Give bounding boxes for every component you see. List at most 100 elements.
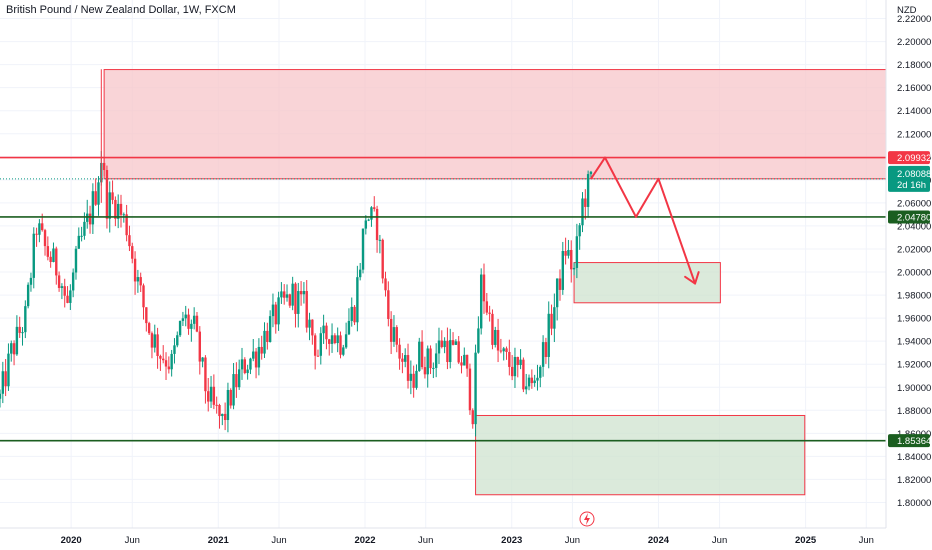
candle-body bbox=[114, 199, 117, 219]
x-tick-label: Jun bbox=[712, 535, 727, 546]
candle-body bbox=[412, 373, 415, 388]
candle-body bbox=[195, 315, 199, 332]
candle-body bbox=[159, 355, 162, 359]
x-tick-label: Jun bbox=[271, 535, 286, 546]
candle-body bbox=[305, 291, 308, 328]
x-tick-label: 2025 bbox=[795, 535, 817, 546]
currency-label: NZD bbox=[897, 5, 917, 16]
lightning-icon bbox=[579, 511, 595, 527]
candle-body bbox=[176, 335, 179, 346]
candle-body bbox=[21, 332, 24, 334]
candle-body bbox=[358, 269, 362, 278]
projection-path bbox=[590, 156, 696, 284]
y-tick-label: 2.16000 bbox=[897, 83, 931, 94]
candle-body bbox=[491, 313, 494, 345]
candle-body bbox=[502, 348, 505, 352]
candle-body bbox=[496, 329, 500, 351]
candle-body bbox=[201, 357, 204, 362]
candle-body bbox=[460, 362, 463, 366]
candle-body bbox=[510, 366, 514, 377]
candle-body bbox=[167, 366, 171, 370]
price-tag-label: 2.04780 bbox=[897, 212, 931, 223]
levels bbox=[0, 156, 886, 442]
x-tick-label: Jun bbox=[418, 535, 433, 546]
chart-title: British Pound / New Zealand Dollar, 1W, … bbox=[6, 4, 236, 16]
candle-body bbox=[223, 413, 227, 421]
y-tick-label: 1.80000 bbox=[897, 498, 931, 509]
candle-body bbox=[181, 318, 185, 321]
x-tick-label: 2022 bbox=[354, 535, 375, 546]
candle-body bbox=[373, 207, 376, 209]
candle-body bbox=[71, 272, 75, 291]
candle-body bbox=[77, 235, 80, 249]
candle-body bbox=[142, 285, 145, 308]
price-tag-label: 2.09932 bbox=[897, 153, 931, 164]
candle-body bbox=[449, 340, 452, 363]
candle-body bbox=[178, 320, 182, 336]
candle-body bbox=[46, 246, 50, 257]
candle-body bbox=[108, 192, 111, 219]
candle-body bbox=[125, 214, 128, 236]
candles bbox=[0, 69, 593, 437]
candle-body bbox=[525, 386, 528, 390]
candle-body bbox=[266, 330, 269, 342]
y-tick-label: 2.00000 bbox=[897, 268, 931, 279]
candle-body bbox=[499, 350, 503, 352]
candle-body bbox=[578, 225, 581, 237]
candle-body bbox=[49, 256, 52, 262]
candle-body bbox=[330, 335, 334, 344]
candle-body bbox=[344, 334, 348, 348]
candle-body bbox=[240, 359, 244, 370]
candle-body bbox=[322, 325, 325, 334]
candle-body bbox=[567, 249, 570, 256]
candle-body bbox=[328, 339, 331, 344]
candle-body bbox=[274, 304, 277, 325]
candle-body bbox=[218, 404, 221, 417]
candle-body bbox=[190, 323, 193, 329]
candle-body bbox=[133, 258, 137, 282]
candle-body bbox=[572, 267, 576, 270]
y-tick-label: 1.84000 bbox=[897, 452, 931, 463]
candle-body bbox=[204, 357, 207, 392]
candle-body bbox=[581, 198, 584, 226]
candle-body bbox=[35, 233, 38, 235]
candle-body bbox=[285, 294, 289, 298]
candle-body bbox=[468, 368, 472, 411]
candle-body bbox=[153, 334, 156, 348]
candle-body bbox=[187, 314, 190, 329]
y-tick-label: 2.06000 bbox=[897, 198, 931, 209]
candle-body bbox=[38, 223, 41, 235]
candle-body bbox=[384, 278, 387, 291]
candle-body bbox=[184, 314, 187, 319]
candle-body bbox=[533, 380, 536, 384]
candle-body bbox=[29, 277, 33, 285]
candle-body bbox=[221, 413, 224, 417]
candle-body bbox=[243, 359, 247, 374]
candle-body bbox=[297, 291, 300, 314]
candle-body bbox=[544, 342, 548, 357]
candle-body bbox=[415, 370, 418, 388]
candle-body bbox=[527, 377, 531, 387]
candle-body bbox=[311, 319, 314, 336]
candle-body bbox=[336, 335, 339, 344]
candle-body bbox=[263, 330, 266, 354]
candle-body bbox=[94, 191, 97, 205]
candle-body bbox=[257, 346, 261, 368]
candle-body bbox=[308, 319, 311, 328]
candle-body bbox=[260, 346, 263, 354]
candle-body bbox=[18, 326, 21, 333]
candle-body bbox=[226, 389, 230, 421]
price-tag bbox=[888, 434, 930, 448]
candle-body bbox=[252, 351, 255, 359]
candle-body bbox=[547, 313, 550, 357]
x-tick-label: Jun bbox=[859, 535, 874, 546]
candle-body bbox=[232, 374, 235, 406]
candle-body bbox=[530, 377, 534, 384]
candle-body bbox=[406, 355, 410, 381]
candle-body bbox=[150, 333, 154, 348]
y-tick-label: 2.02000 bbox=[897, 244, 931, 255]
candle-body bbox=[136, 277, 140, 282]
y-tick-label: 1.94000 bbox=[897, 337, 931, 348]
